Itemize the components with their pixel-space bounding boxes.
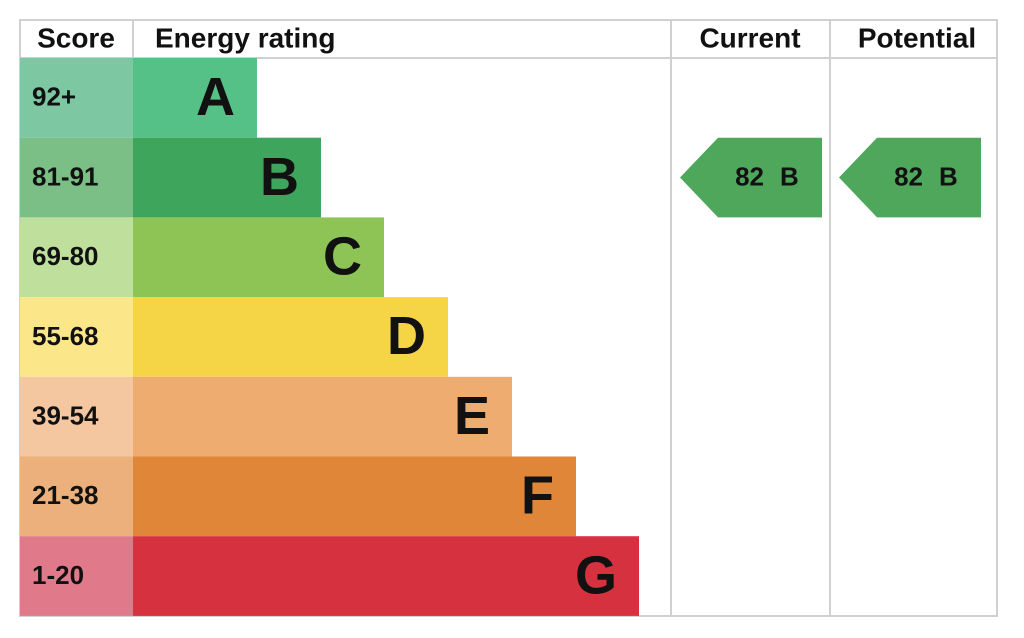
rating-bar xyxy=(133,456,576,537)
score-range: 1-20 xyxy=(32,560,84,590)
rating-bar xyxy=(133,297,448,377)
rating-arrow xyxy=(839,137,981,218)
band-letter: D xyxy=(387,306,426,366)
score-cell xyxy=(20,536,133,616)
score-range: 69-80 xyxy=(32,241,99,271)
score-range: 55-68 xyxy=(32,321,99,351)
score-cell xyxy=(20,376,133,457)
score-range: 81-91 xyxy=(32,161,99,191)
rating-bar xyxy=(133,376,512,457)
rating-bar xyxy=(133,137,321,218)
band-letter: G xyxy=(575,545,617,605)
rating-bar xyxy=(133,536,639,616)
score-cell xyxy=(20,456,133,537)
band-letter: C xyxy=(323,227,362,287)
rating-arrow xyxy=(680,137,822,218)
score-range: 21-38 xyxy=(32,480,99,510)
band-letter: B xyxy=(260,147,299,207)
band-letter: A xyxy=(196,67,235,127)
rating-bar xyxy=(133,217,384,298)
potential-band: B xyxy=(939,161,958,191)
header-current: Current xyxy=(699,22,800,53)
band-letter: E xyxy=(454,386,490,446)
score-cell xyxy=(20,58,133,138)
header-score: Score xyxy=(37,22,115,53)
score-cell xyxy=(20,137,133,218)
current-band: B xyxy=(780,161,799,191)
header-energy-rating: Energy rating xyxy=(155,22,335,53)
potential-score: 82 xyxy=(894,161,923,191)
current-score: 82 xyxy=(735,161,764,191)
score-range: 92+ xyxy=(32,82,76,112)
rating-bar xyxy=(133,58,257,138)
band-letter: F xyxy=(521,466,554,526)
score-cell xyxy=(20,217,133,298)
header-potential: Potential xyxy=(858,22,976,53)
score-cell xyxy=(20,297,133,377)
score-range: 39-54 xyxy=(32,401,99,431)
